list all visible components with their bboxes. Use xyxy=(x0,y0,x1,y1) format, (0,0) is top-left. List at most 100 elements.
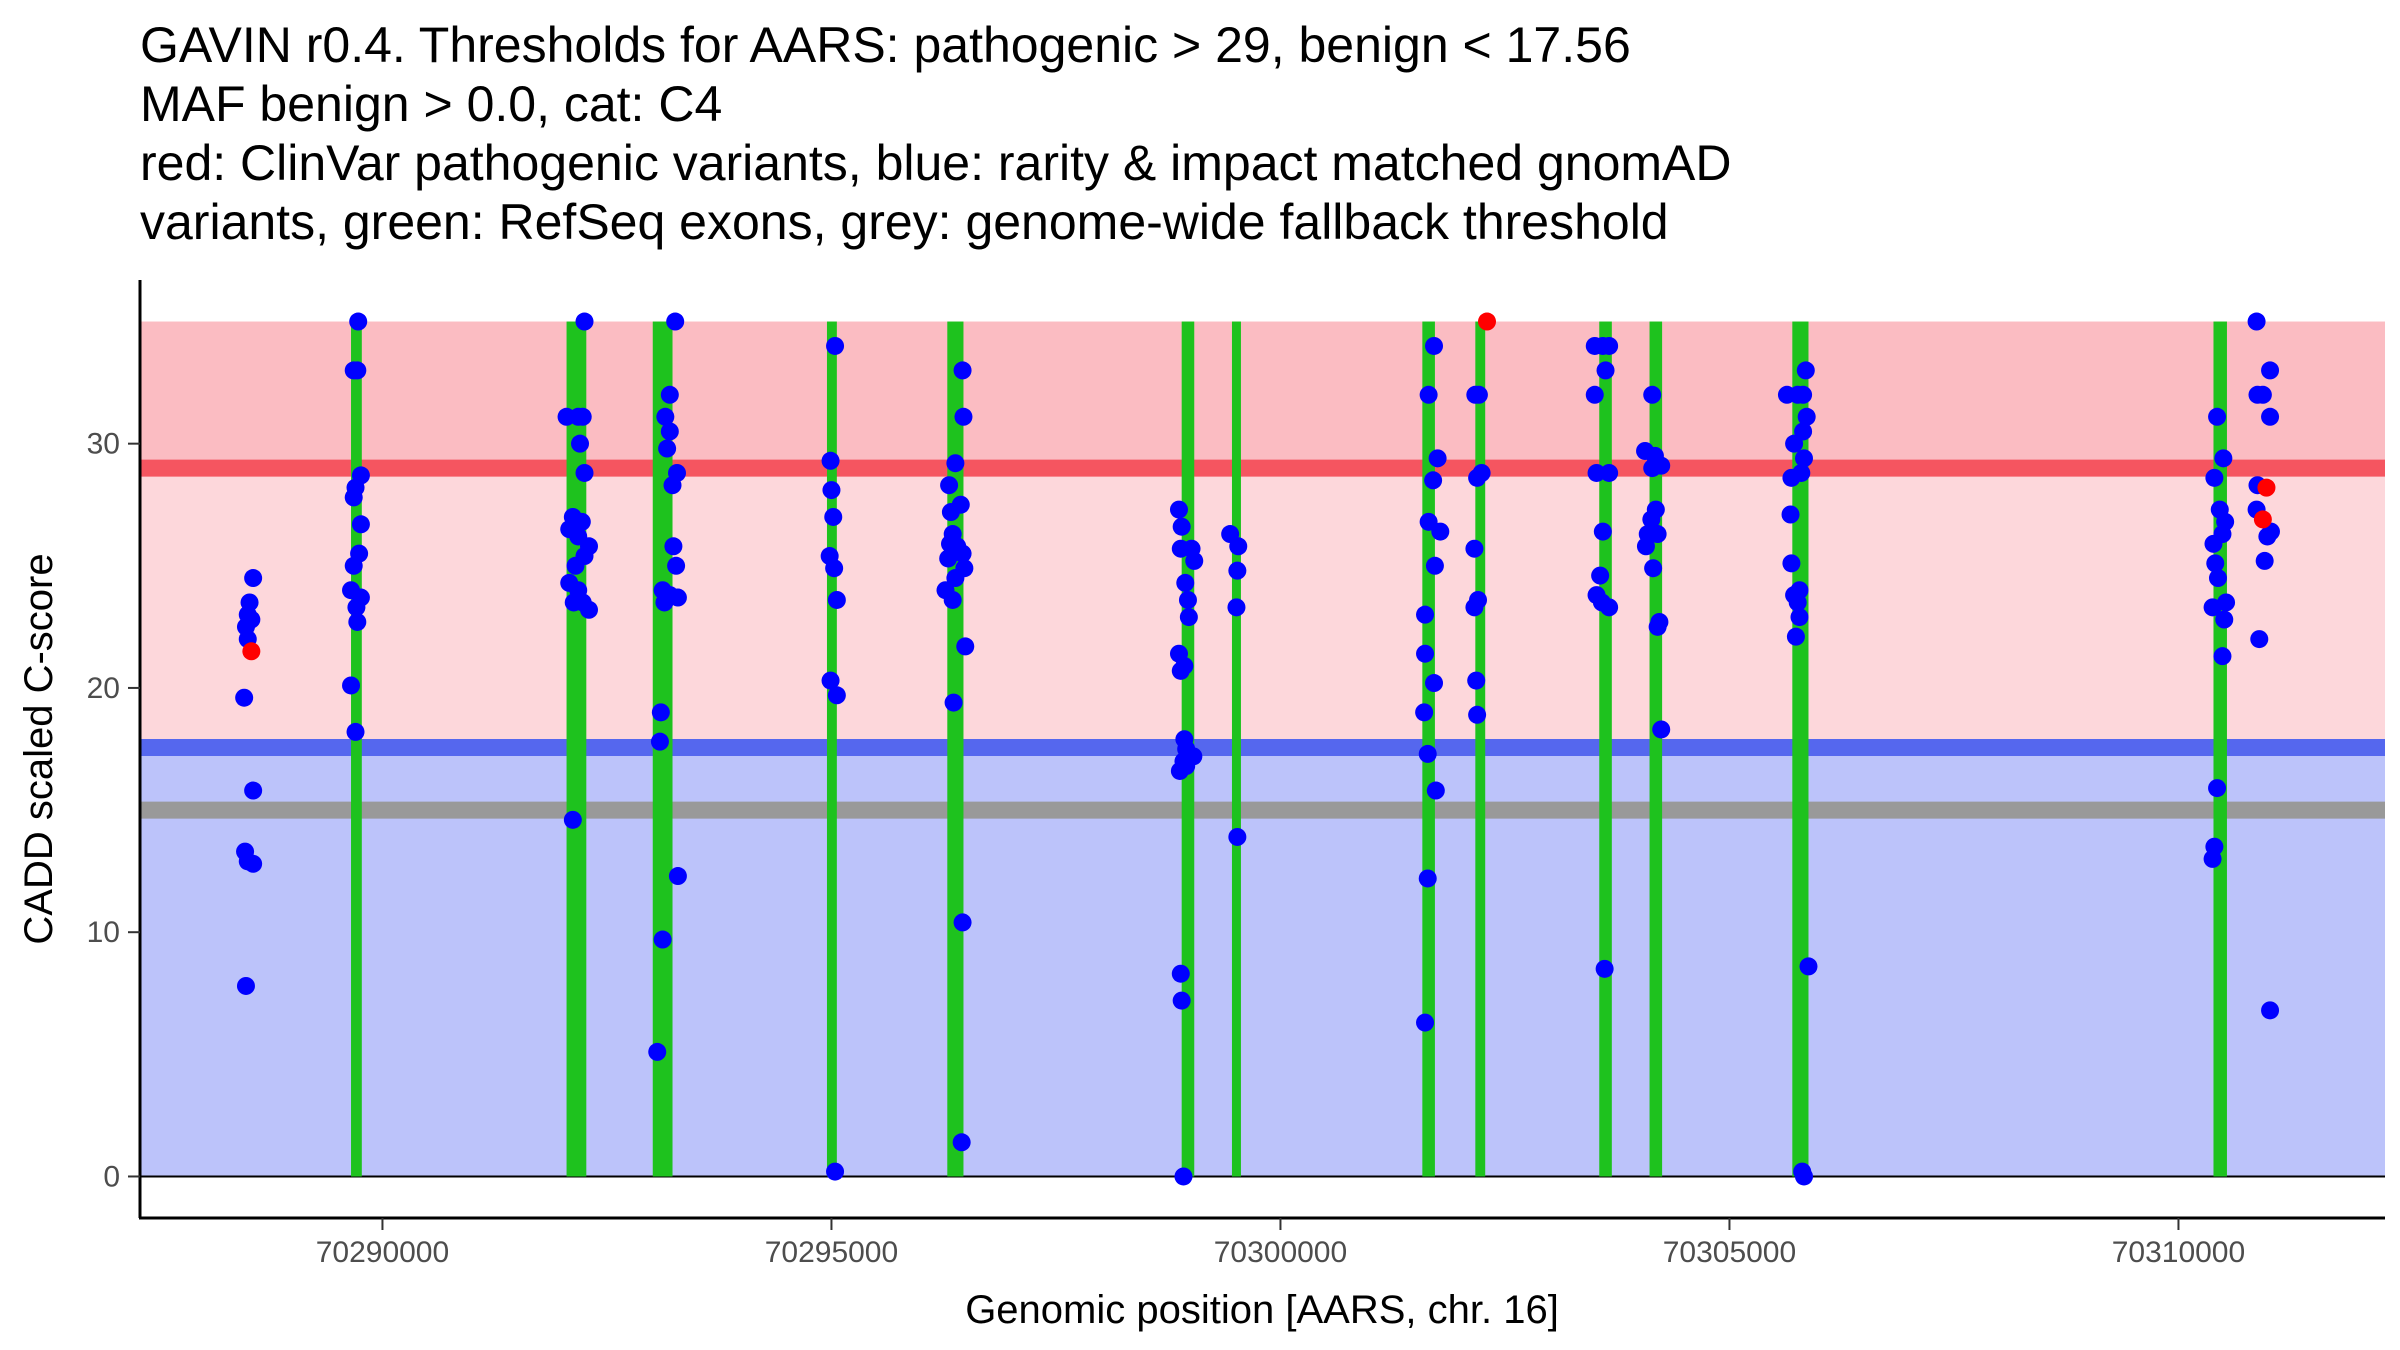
gnomad-point-84 xyxy=(953,544,972,563)
gnomad-point-122 xyxy=(1424,471,1443,490)
gnomad-point-205 xyxy=(2203,849,2222,868)
y-axis-title: CADD scaled C-score xyxy=(17,553,61,944)
gnomad-point-129 xyxy=(1415,703,1434,722)
x-tick-label-2: 70295000 xyxy=(765,1236,898,1269)
gnomad-point-91 xyxy=(944,693,963,712)
gnomad-point-49 xyxy=(656,407,675,426)
gnomad-point-117 xyxy=(1227,598,1246,617)
x-ticks: 70290000 70295000 70300000 70305000 70310000 xyxy=(316,1218,2245,1269)
gnomad-point-15 xyxy=(348,361,367,380)
gnomad-point-40 xyxy=(566,556,585,575)
gnomad-point-161 xyxy=(1642,510,1661,529)
gnomad-point-62 xyxy=(668,867,687,886)
gnomad-point-138 xyxy=(1465,539,1484,558)
gnomad-point-31 xyxy=(573,407,592,426)
gnomad-point-141 xyxy=(1467,671,1486,690)
gnomad-point-98 xyxy=(1185,551,1204,570)
pathogenic-lower-band xyxy=(140,468,2385,748)
y-tick-label-1: 0 xyxy=(103,1160,120,1193)
gnomad-point-48 xyxy=(660,385,679,404)
gnomad-point-75 xyxy=(953,361,972,380)
gnomad-point-197 xyxy=(2206,554,2225,573)
gnomad-point-137 xyxy=(1468,468,1487,487)
gnomad-point-128 xyxy=(1425,674,1444,693)
gnomad-point-124 xyxy=(1431,522,1450,541)
gnomad-point-130 xyxy=(1418,744,1437,763)
gnomad-point-55 xyxy=(667,556,686,575)
title-line-4: variants, green: RefSeq exons, grey: gen… xyxy=(140,194,1669,250)
gnomad-point-65 xyxy=(826,336,845,355)
exon-bar-1 xyxy=(351,321,362,1177)
gnomad-point-66 xyxy=(821,451,840,470)
gnomad-point-90 xyxy=(956,637,975,656)
gnomad-point-180 xyxy=(1781,505,1800,524)
gnomad-point-210 xyxy=(2261,407,2280,426)
threshold-bands xyxy=(140,321,2385,1177)
gnomad-point-133 xyxy=(1416,1013,1435,1032)
gnomad-point-78 xyxy=(940,476,959,495)
gnomad-point-76 xyxy=(946,454,965,473)
exon-bar-5 xyxy=(947,321,964,1177)
gnomad-point-100 xyxy=(1178,590,1197,609)
gnomad-point-112 xyxy=(1172,991,1191,1010)
gnomad-point-74 xyxy=(826,1162,845,1181)
gnomad-point-104 xyxy=(1171,661,1190,680)
gnomad-point-131 xyxy=(1426,781,1445,800)
gnomad-point-92 xyxy=(953,913,972,932)
y-tick-label-3: 20 xyxy=(87,672,120,705)
gnomad-point-71 xyxy=(827,590,846,609)
gnomad-point-63 xyxy=(653,930,672,949)
gnomad-point-125 xyxy=(1425,556,1444,575)
gnomad-point-191 xyxy=(2205,468,2224,487)
gnomad-point-172 xyxy=(1796,361,1815,380)
gnomad-point-28 xyxy=(575,312,594,331)
gnomad-point-132 xyxy=(1418,869,1437,888)
x-tick-label-5: 70310000 xyxy=(2112,1236,2245,1269)
gnomad-point-68 xyxy=(824,507,843,526)
chart-title: GAVIN r0.4. Thresholds for AARS: pathoge… xyxy=(140,17,1731,250)
threshold-lines xyxy=(140,459,2385,819)
gnomad-point-190 xyxy=(2208,407,2227,426)
gnomad-point-111 xyxy=(1171,964,1190,983)
gnomad-point-187 xyxy=(1799,957,1818,976)
gnomad-point-53 xyxy=(663,476,682,495)
gnomad-point-151 xyxy=(1591,566,1610,585)
gnomad-point-51 xyxy=(658,439,677,458)
y-tick-label-2: 10 xyxy=(87,916,120,949)
title-line-3: red: ClinVar pathogenic variants, blue: … xyxy=(140,135,1731,191)
gnomad-point-207 xyxy=(2261,361,2280,380)
gnomad-point-200 xyxy=(2203,598,2222,617)
gnomad-point-185 xyxy=(1790,608,1809,627)
gnomad-point-149 xyxy=(1600,463,1619,482)
gnomad-point-119 xyxy=(1425,336,1444,355)
gnomad-point-61 xyxy=(650,732,669,751)
gnomad-point-167 xyxy=(1648,617,1667,636)
gnomad-point-67 xyxy=(822,481,841,500)
gnomad-point-159 xyxy=(1643,459,1662,478)
gnomad-point-7 xyxy=(235,688,254,707)
gnomad-point-176 xyxy=(1797,407,1816,426)
gnomad-point-116 xyxy=(1228,561,1247,580)
gnomad-point-140 xyxy=(1465,598,1484,617)
gnomad-point-12 xyxy=(236,976,255,995)
axes: 70290000 70295000 70300000 70305000 70310000… xyxy=(87,280,2385,1269)
gnomad-point-110 xyxy=(1177,757,1196,776)
gnomad-point-50 xyxy=(660,422,679,441)
gnomad-point-85 xyxy=(939,549,958,568)
gnomad-point-60 xyxy=(651,703,670,722)
gnomad-point-46 xyxy=(563,810,582,829)
gnomad-point-101 xyxy=(1179,608,1198,627)
gnomad-point-216 xyxy=(2250,630,2269,649)
gnomad-point-209 xyxy=(2253,385,2272,404)
gnomad-point-59 xyxy=(668,588,687,607)
gnomad-point-154 xyxy=(1600,598,1619,617)
gnomad-point-184 xyxy=(1788,593,1807,612)
gnomad-point-77 xyxy=(954,407,973,426)
gnomad-point-147 xyxy=(1585,385,1604,404)
gnomad-point-95 xyxy=(1172,517,1191,536)
gnomad-point-47 xyxy=(666,312,685,331)
gnomad-point-150 xyxy=(1593,522,1612,541)
gnomad-point-8 xyxy=(244,781,263,800)
gnomad-point-73 xyxy=(827,686,846,705)
gnomad-point-181 xyxy=(1782,554,1801,573)
